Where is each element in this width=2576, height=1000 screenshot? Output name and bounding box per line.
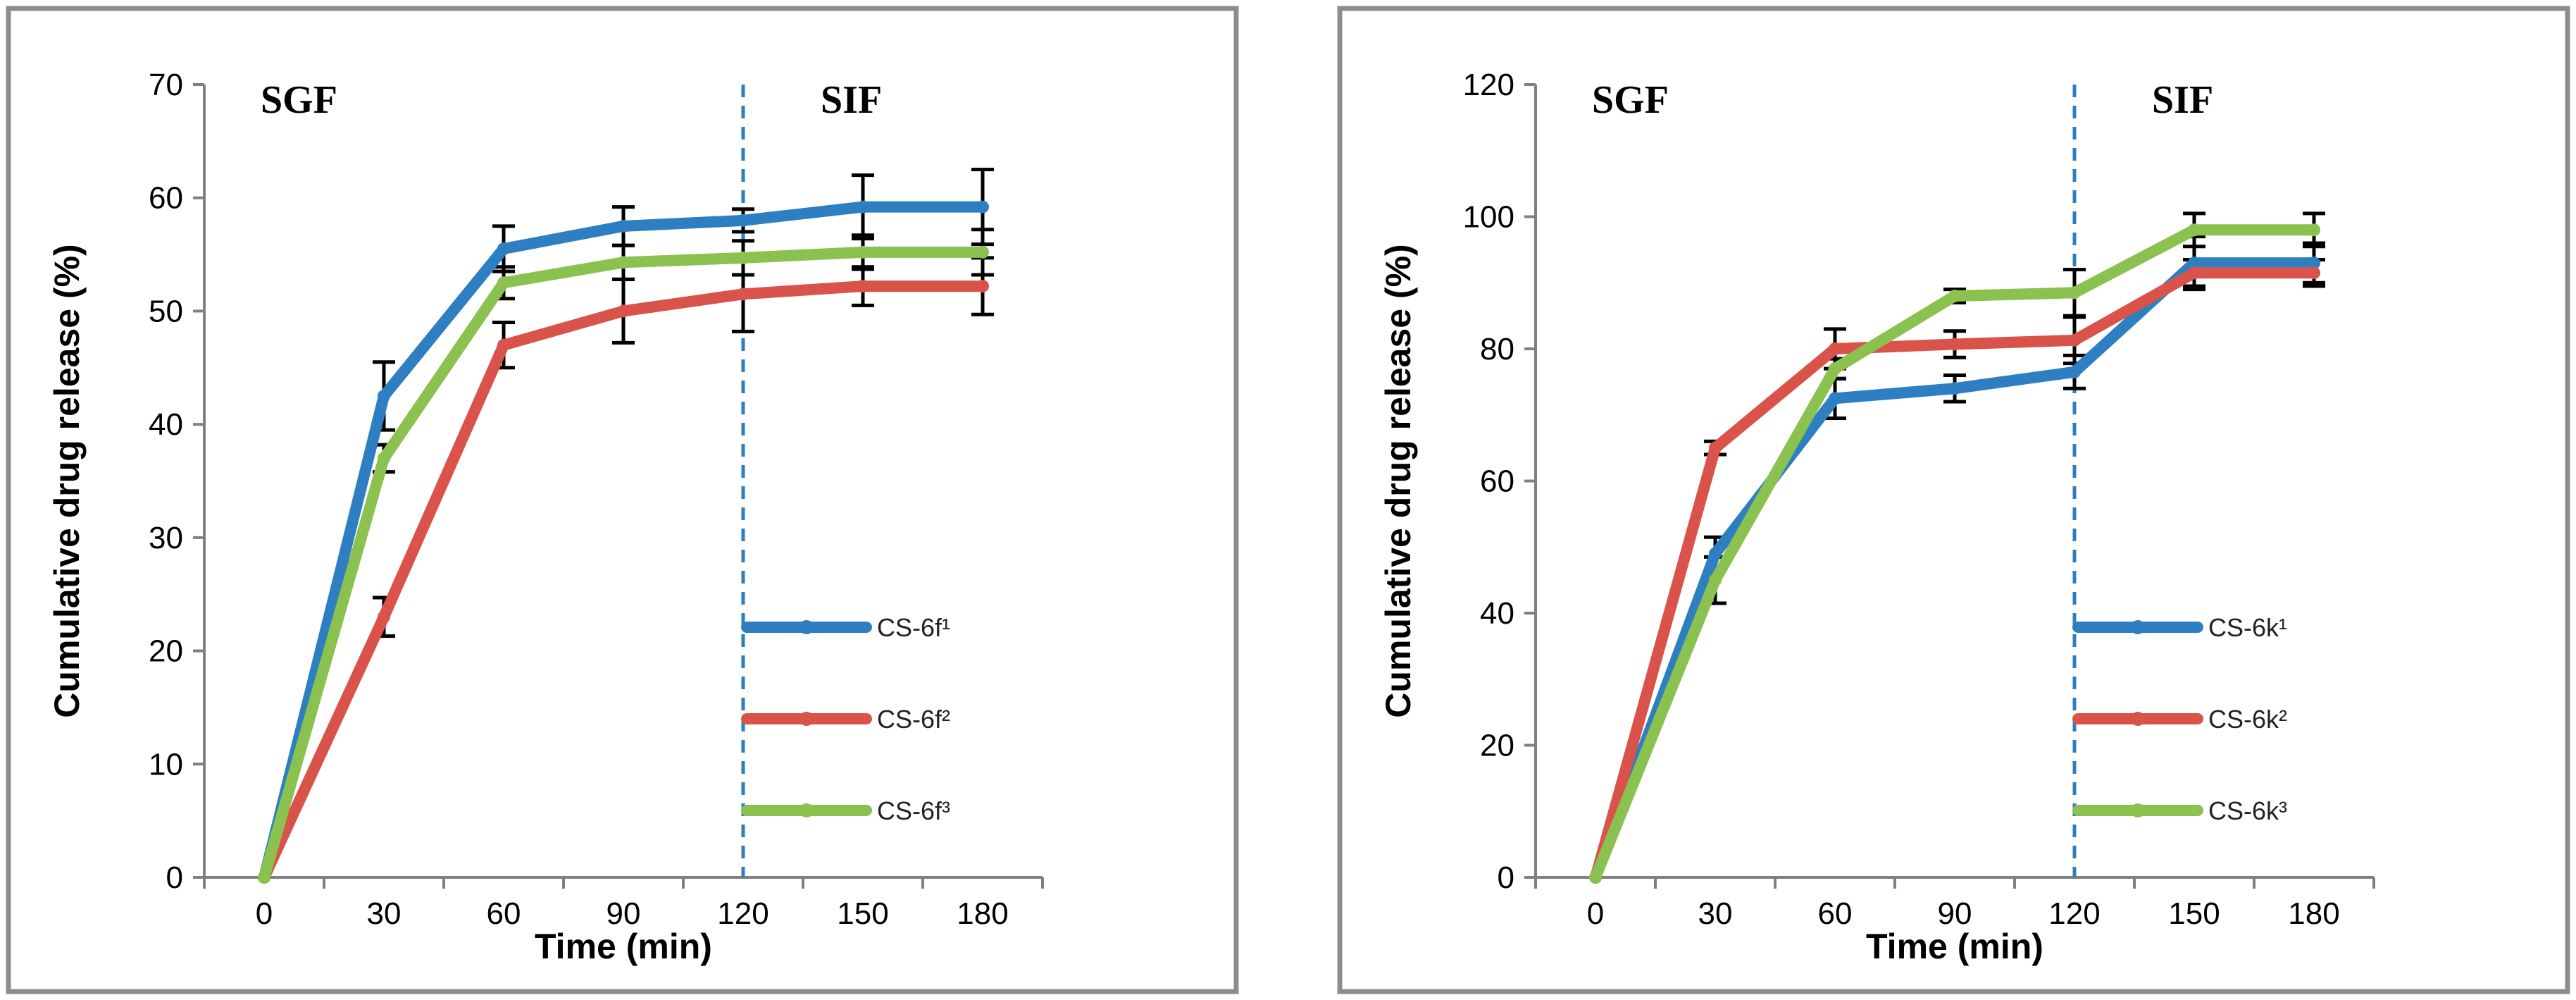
y-tick-label: 100 [1463,200,1514,235]
region-label-sif: SIF [2152,78,2213,122]
legend-label: CS-6k³ [2208,796,2287,825]
data-point [1709,574,1722,587]
data-point [497,338,510,352]
data-point [2068,333,2081,347]
x-tick-label: 180 [957,896,1008,931]
legend-marker [2131,803,2145,817]
region-label-sgf: SGF [1592,78,1669,122]
chart-frame [1337,6,2570,994]
y-tick-label: 0 [1498,860,1514,895]
x-tick-label: 90 [606,896,641,931]
y-tick-label: 0 [166,860,183,895]
y-tick-label: 80 [1480,332,1514,366]
data-point [976,200,989,214]
x-axis-title: Time (min) [1866,927,2043,966]
y-tick-label: 60 [149,181,183,216]
legend-label: CS-6f³ [877,796,950,825]
x-tick-label: 30 [367,896,402,931]
data-point [1829,362,1841,376]
y-tick-label: 20 [149,634,183,669]
release-chart-cs6f: 0 10 20 30 40 50 60 70 0 30 60 90 120 150 180 Time (min… [6,6,1239,994]
data-point [2188,257,2201,270]
x-tick-label: 150 [2168,896,2220,931]
data-point [617,219,630,233]
legend-marker [2131,620,2145,634]
data-point [1948,290,1961,302]
data-point [976,280,989,293]
x-tick-label: 30 [1698,896,1733,931]
data-point [1589,871,1602,884]
data-point [2188,223,2201,237]
legend-marker [799,803,814,817]
x-tick-label: 120 [717,896,769,931]
data-point [737,214,749,227]
x-tick-label: 60 [1818,896,1853,931]
region-label-sgf: SGF [261,78,337,122]
data-point [617,256,630,269]
x-tick-label: 120 [2048,896,2100,931]
y-tick-label: 30 [149,521,183,555]
data-point [857,200,869,214]
legend-label: CS-6k¹ [2208,613,2287,642]
data-point [2308,223,2320,237]
data-point [497,242,510,256]
data-point [1948,338,1961,351]
data-point [976,245,989,259]
data-point [617,304,630,318]
data-point [378,452,390,465]
data-point [2068,286,2081,300]
data-point [1829,342,1841,355]
data-point [737,251,749,264]
x-tick-label: 180 [2288,896,2339,931]
data-point [258,871,270,884]
data-point [2068,365,2081,378]
chart-frame [6,6,1239,994]
y-tick-label: 20 [1480,729,1514,763]
y-tick-label: 40 [1480,596,1514,631]
x-tick-label: 0 [256,896,273,931]
x-tick-label: 90 [1938,896,1972,931]
data-point [2188,266,2201,280]
data-point [2308,257,2320,270]
y-axis-title: Cumulative drug release (%) [47,244,87,717]
y-tick-label: 40 [149,407,183,442]
data-point [378,610,390,624]
x-tick-label: 0 [1587,896,1604,931]
chart-panel-right: 0 20 40 60 80 100 120 0 30 60 90 120 150 180 Time (min… [1331,0,2576,1000]
chart-panel-left: 0 10 20 30 40 50 60 70 0 30 60 90 120 150 180 Time (min… [0,0,1245,1000]
data-point [857,245,869,259]
data-point [1948,382,1961,395]
legend-marker [799,620,814,634]
x-tick-label: 150 [837,896,888,931]
data-point [2308,266,2320,280]
data-point [1709,547,1722,560]
data-point [497,276,510,290]
x-tick-label: 60 [487,896,521,931]
y-tick-label: 120 [1463,68,1514,102]
data-point [378,389,390,402]
region-label-sif: SIF [821,78,882,122]
y-tick-label: 60 [1480,464,1514,499]
data-point [857,280,869,293]
legend-label: CS-6f¹ [877,613,950,642]
y-tick-label: 70 [149,68,183,102]
data-point [1709,441,1722,455]
y-tick-label: 50 [149,294,183,328]
release-chart-cs6k: 0 20 40 60 80 100 120 0 30 60 90 120 150 180 Time (min… [1337,6,2570,994]
data-point [737,288,749,301]
y-axis-title: Cumulative drug release (%) [1379,244,1418,717]
x-axis-title: Time (min) [535,927,712,966]
legend-label: CS-6k² [2208,705,2287,734]
legend-marker [799,712,814,726]
y-tick-label: 10 [149,747,183,782]
legend-label: CS-6f² [877,705,950,734]
data-point [1829,392,1841,405]
legend-marker [2131,712,2145,726]
